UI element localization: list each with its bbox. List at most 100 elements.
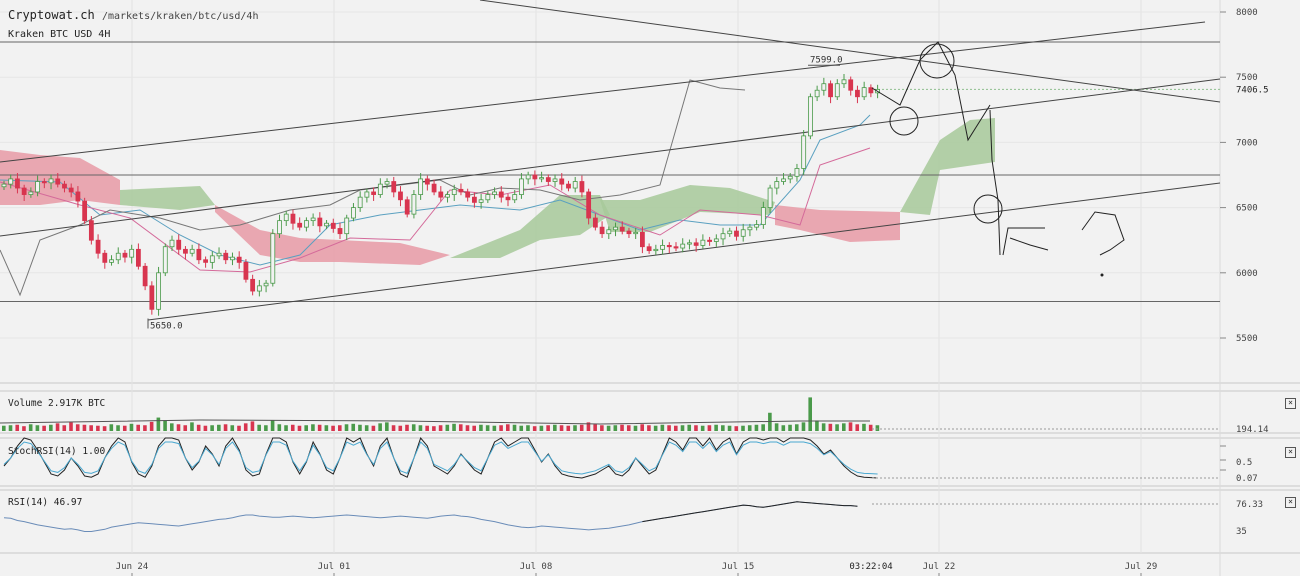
volume-bar (391, 425, 396, 431)
volume-panel-label: Volume 2.917K BTC (8, 398, 106, 409)
candle-body (660, 245, 665, 250)
volume-bar (700, 425, 705, 431)
low-price-label: 5650.0 (150, 321, 183, 331)
horizontal-levels (0, 41, 1220, 302)
candle-body (303, 220, 309, 228)
volume-bar (492, 425, 497, 431)
rsi-tick-label: 35 (1236, 527, 1247, 537)
candle-body (539, 177, 544, 180)
candle-body (478, 199, 484, 203)
candle-body (666, 245, 672, 248)
candle-body (841, 79, 847, 85)
volume-bar (223, 424, 228, 431)
trend-line-middle (0, 78, 1221, 237)
volume-bar (815, 420, 819, 431)
volume-bar (82, 424, 87, 431)
candle-body (310, 217, 316, 222)
close-rsi-icon[interactable]: × (1285, 497, 1296, 508)
candle-body (418, 178, 424, 195)
volume-bar (176, 424, 181, 431)
candle-body (613, 226, 618, 231)
volume-bar (754, 424, 759, 431)
volume-bar (2, 425, 6, 431)
candle-body (471, 196, 477, 203)
volume-bar (136, 424, 140, 431)
candle-body (458, 188, 464, 193)
volume-bar (42, 425, 46, 431)
candle-body (115, 252, 121, 261)
time-tick-label: Jul 22 (923, 562, 956, 572)
candle-body (626, 230, 632, 235)
volume-bar (553, 424, 557, 431)
candle-body (404, 199, 410, 215)
candle-body (680, 243, 686, 249)
volume-bar (230, 425, 235, 431)
candle-body (646, 246, 652, 252)
volume-bar (338, 425, 342, 431)
volume-bar (331, 425, 335, 431)
candle-body (290, 213, 296, 224)
volume-bar (284, 425, 288, 431)
price-tick-label: 5500 (1236, 334, 1258, 344)
volume-bar (667, 425, 671, 431)
candle-body (559, 178, 565, 185)
volume-bar (317, 424, 322, 431)
trend-line-lower (147, 182, 1221, 321)
candle-body (256, 285, 262, 292)
candle-body (189, 248, 195, 254)
candle-body (828, 83, 833, 98)
volume-bar (102, 426, 107, 431)
volume-bar (727, 425, 732, 431)
volume-bar (445, 424, 450, 431)
close-volume-icon[interactable]: × (1285, 398, 1296, 409)
time-tick-label: Jul 15 (722, 562, 755, 572)
candle-body (196, 248, 202, 261)
candle-body (808, 96, 813, 137)
candle-body (734, 230, 739, 237)
cloud-down-region (300, 238, 450, 265)
candle-body (183, 248, 188, 254)
volume-bar (385, 422, 389, 431)
volume-bar (156, 417, 161, 431)
candle-body (814, 89, 820, 98)
candle-body (317, 217, 323, 227)
volume-bar (479, 424, 483, 431)
candle-body (619, 226, 625, 232)
circle-drawing (973, 194, 1003, 224)
volume-bar (741, 425, 745, 431)
volume-bar (264, 425, 268, 431)
volume-bar (842, 423, 846, 431)
candle-body (209, 255, 215, 263)
candle-body (411, 194, 417, 215)
candle-body (754, 224, 760, 228)
candle-body (545, 177, 551, 182)
candle-body (498, 191, 504, 198)
kijun-line (0, 147, 871, 273)
candle-body (572, 181, 578, 189)
candle-body (707, 239, 712, 242)
candle-body (48, 178, 54, 184)
sketch-line (1009, 237, 1049, 251)
candle-body (371, 191, 377, 195)
candle-body (787, 175, 793, 180)
candle-body (424, 178, 430, 185)
volume-bar (250, 421, 255, 431)
cursor-time-label: 03:22:04 (849, 562, 892, 572)
volume-bar (170, 423, 174, 431)
candle-body (243, 261, 249, 280)
volume-bar (821, 423, 826, 431)
volume-bar (647, 425, 651, 431)
volume-bar (485, 425, 490, 431)
market-path: /markets/kraken/btc/usd/4h (101, 11, 259, 22)
close-stochrsi-icon[interactable]: × (1285, 447, 1296, 458)
candlesticks: 7599.0 5650.0 (1, 55, 880, 331)
candle-body (109, 259, 114, 263)
candle-body (330, 222, 336, 229)
candle-body (398, 191, 403, 201)
time-tick-label: Jul 29 (1125, 562, 1158, 572)
price-tick-label: 6500 (1236, 204, 1258, 214)
candle-body (162, 246, 168, 274)
volume-bar (532, 426, 537, 431)
volume-bars (0, 397, 1220, 431)
